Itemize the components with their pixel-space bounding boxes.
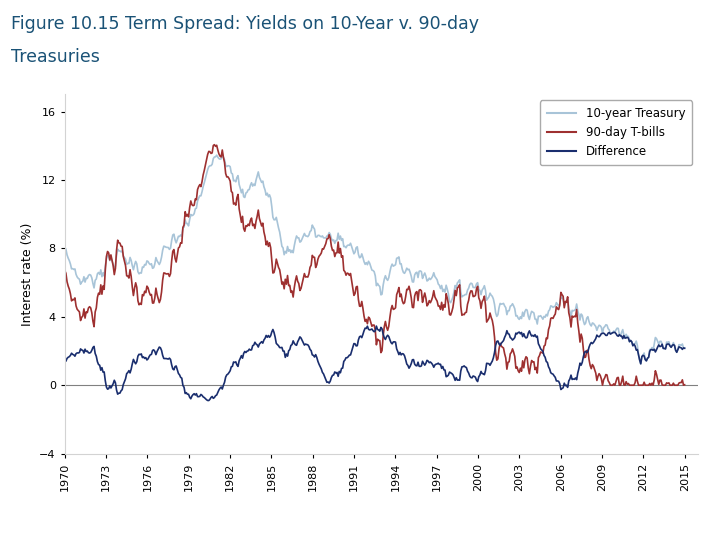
Line: Difference: Difference bbox=[65, 326, 685, 401]
Text: 48: 48 bbox=[683, 518, 702, 532]
Line: 10-year Treasury: 10-year Treasury bbox=[65, 154, 685, 364]
Y-axis label: Interest rate (%): Interest rate (%) bbox=[21, 222, 34, 326]
Text: Treasuries: Treasuries bbox=[11, 48, 99, 66]
Difference bbox=[108, 382, 117, 389]
90-day T-bills bbox=[85, 303, 94, 310]
90-day T-bills bbox=[147, 291, 156, 298]
90-day T-bills bbox=[60, 267, 69, 274]
10-year Treasury bbox=[218, 151, 227, 157]
90-day T-bills bbox=[680, 381, 689, 388]
10-year Treasury bbox=[636, 361, 645, 367]
10-year Treasury bbox=[60, 244, 69, 250]
Difference bbox=[508, 337, 517, 343]
Difference bbox=[330, 369, 339, 375]
Line: 90-day T-bills: 90-day T-bills bbox=[65, 145, 685, 385]
Difference bbox=[147, 351, 156, 357]
10-year Treasury bbox=[680, 345, 689, 351]
Difference bbox=[680, 345, 689, 352]
90-day T-bills bbox=[330, 253, 339, 260]
Difference bbox=[60, 359, 69, 365]
10-year Treasury bbox=[147, 260, 156, 267]
10-year Treasury bbox=[640, 350, 649, 356]
90-day T-bills bbox=[598, 382, 607, 388]
90-day T-bills bbox=[507, 349, 516, 355]
10-year Treasury bbox=[85, 271, 94, 278]
10-year Treasury bbox=[108, 258, 117, 264]
90-day T-bills bbox=[108, 257, 117, 264]
Difference bbox=[85, 350, 94, 356]
Text: Copyright © 2017 McGraw-Hill Education. All rights reserved. No reproduction or : Copyright © 2017 McGraw-Hill Education. … bbox=[11, 522, 563, 529]
90-day T-bills bbox=[210, 141, 219, 148]
Difference bbox=[372, 323, 381, 329]
Difference bbox=[640, 353, 649, 359]
10-year Treasury bbox=[330, 240, 339, 247]
Legend: 10-year Treasury, 90-day T-bills, Difference: 10-year Treasury, 90-day T-bills, Differ… bbox=[540, 100, 693, 165]
90-day T-bills bbox=[640, 379, 649, 386]
Text: Figure 10.15 Term Spread: Yields on 10-Year v. 90-day: Figure 10.15 Term Spread: Yields on 10-Y… bbox=[11, 15, 479, 33]
Difference bbox=[204, 397, 213, 404]
10-year Treasury bbox=[507, 302, 516, 309]
